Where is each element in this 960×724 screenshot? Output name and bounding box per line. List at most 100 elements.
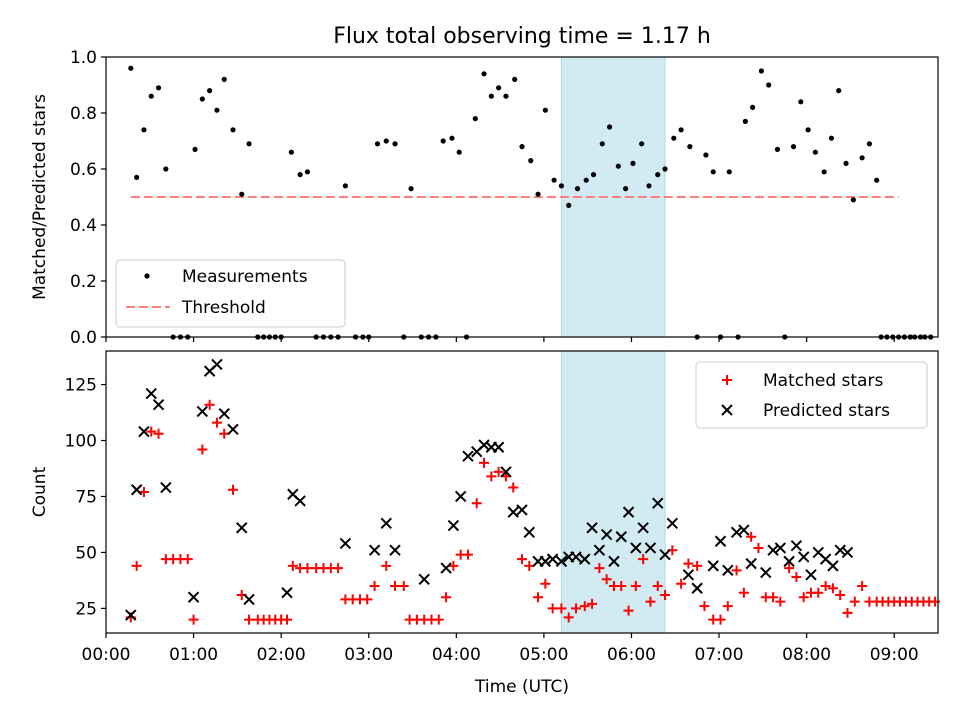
predicted-star-point bbox=[418, 573, 430, 585]
predicted-star-point bbox=[827, 560, 839, 572]
matched-star-point bbox=[540, 578, 551, 589]
predicted-star-point bbox=[600, 528, 613, 541]
measurement-point bbox=[214, 107, 220, 113]
matched-star-point bbox=[281, 614, 292, 625]
measurement-point bbox=[488, 93, 494, 99]
measurement-point bbox=[836, 88, 842, 94]
matched-star-point bbox=[835, 589, 846, 600]
measurement-point bbox=[774, 146, 781, 152]
measurement-point bbox=[383, 138, 389, 144]
bottom-panel: 25 50 75 100 125 00:00 01:00 02:00 03:00 04:00 05:… bbox=[30, 350, 941, 697]
predicted-star-point bbox=[236, 522, 248, 534]
matched-star-point bbox=[731, 565, 742, 576]
matched-star-point bbox=[746, 531, 757, 542]
predicted-star-point bbox=[196, 405, 209, 418]
measurement-point bbox=[472, 116, 478, 122]
measurement-point bbox=[623, 186, 629, 192]
measurement-point bbox=[687, 144, 693, 150]
predicted-star-point bbox=[730, 526, 743, 538]
matched-star-point bbox=[287, 560, 298, 571]
measurement-point bbox=[671, 135, 677, 141]
legend-label-predicted: Predicted stars bbox=[763, 401, 890, 421]
measurement-point bbox=[288, 149, 294, 155]
measurement-point bbox=[615, 163, 621, 169]
matched-star-point bbox=[211, 417, 222, 428]
matched-star-point bbox=[448, 560, 459, 571]
measurement-point bbox=[230, 127, 236, 133]
legend-box bbox=[115, 259, 346, 328]
measurement-point bbox=[574, 186, 581, 192]
predicted-star-point bbox=[579, 553, 591, 565]
legend-predicted-marker bbox=[721, 404, 733, 416]
matched-star-point bbox=[683, 558, 694, 569]
predicted-star-point bbox=[500, 466, 512, 478]
predicted-star-point bbox=[440, 562, 452, 574]
predicted-star-point bbox=[652, 497, 664, 509]
predicted-star-point bbox=[492, 441, 505, 453]
predicted-star-point bbox=[243, 593, 255, 606]
measurement-point bbox=[703, 152, 709, 158]
measurement-point bbox=[342, 183, 348, 189]
predicted-star-point bbox=[218, 407, 230, 420]
predicted-star-point bbox=[774, 542, 787, 554]
matched-star-point bbox=[381, 560, 392, 571]
y-tick-label: 0.8 bbox=[70, 104, 97, 124]
measurement-point bbox=[297, 172, 303, 178]
measurement-point bbox=[551, 177, 557, 183]
predicted-star-point bbox=[738, 524, 750, 536]
predicted-star-point bbox=[608, 555, 620, 568]
predicted-star-point bbox=[478, 439, 490, 451]
matched-star-point bbox=[433, 614, 444, 625]
matched-star-point bbox=[131, 560, 142, 571]
predicted-star-point bbox=[523, 526, 536, 538]
matched-star-point bbox=[699, 601, 710, 612]
matched-star-point bbox=[486, 471, 497, 482]
predicted-star-point bbox=[805, 569, 817, 581]
predicted-star-point bbox=[745, 557, 757, 570]
measurement-point bbox=[828, 135, 835, 141]
x-tick-label: 07:00 bbox=[695, 645, 744, 665]
matched-star-point bbox=[768, 592, 779, 603]
matched-star-point bbox=[645, 596, 656, 607]
matched-star-point bbox=[533, 592, 544, 603]
measurement-point bbox=[496, 85, 502, 91]
matched-star-point bbox=[369, 581, 380, 591]
matched-star-point bbox=[722, 601, 733, 612]
predicted-star-point bbox=[339, 537, 352, 550]
predicted-star-point bbox=[615, 531, 627, 543]
matched-star-point bbox=[547, 603, 558, 614]
y-axis-label: Matched/Predicted stars bbox=[30, 94, 50, 300]
matched-star-point bbox=[820, 581, 831, 591]
predicted-star-point bbox=[644, 542, 657, 554]
predicted-star-point bbox=[834, 544, 846, 556]
measurement-point bbox=[207, 88, 213, 94]
measurement-point bbox=[542, 107, 548, 113]
y-tick-label: 1.0 bbox=[70, 48, 97, 68]
predicted-star-point bbox=[722, 564, 734, 577]
measurement-point bbox=[758, 68, 764, 74]
measurement-point bbox=[558, 183, 565, 189]
matched-star-point bbox=[153, 428, 164, 439]
y-tick-label: 0.2 bbox=[70, 272, 97, 292]
measurement-point bbox=[590, 172, 597, 178]
predicted-star-point bbox=[659, 548, 671, 561]
matched-star-point bbox=[738, 587, 749, 598]
matched-star-point bbox=[462, 549, 473, 560]
measurement-point bbox=[606, 124, 613, 130]
predicted-star-point bbox=[622, 506, 635, 518]
predicted-star-point bbox=[454, 490, 467, 503]
legend-box bbox=[695, 361, 928, 429]
matched-star-point bbox=[594, 563, 605, 574]
measurement-point bbox=[134, 174, 140, 180]
matched-star-point bbox=[471, 498, 482, 509]
matched-star-point bbox=[753, 542, 764, 553]
matched-star-point bbox=[652, 581, 663, 591]
measurement-point bbox=[750, 104, 756, 110]
matched-star-point bbox=[197, 444, 208, 455]
matched-star-point bbox=[517, 554, 527, 565]
predicted-star-point bbox=[368, 544, 381, 556]
predicted-star-point bbox=[570, 551, 582, 563]
measurement-point bbox=[481, 71, 487, 77]
matched-star-point bbox=[556, 603, 567, 614]
